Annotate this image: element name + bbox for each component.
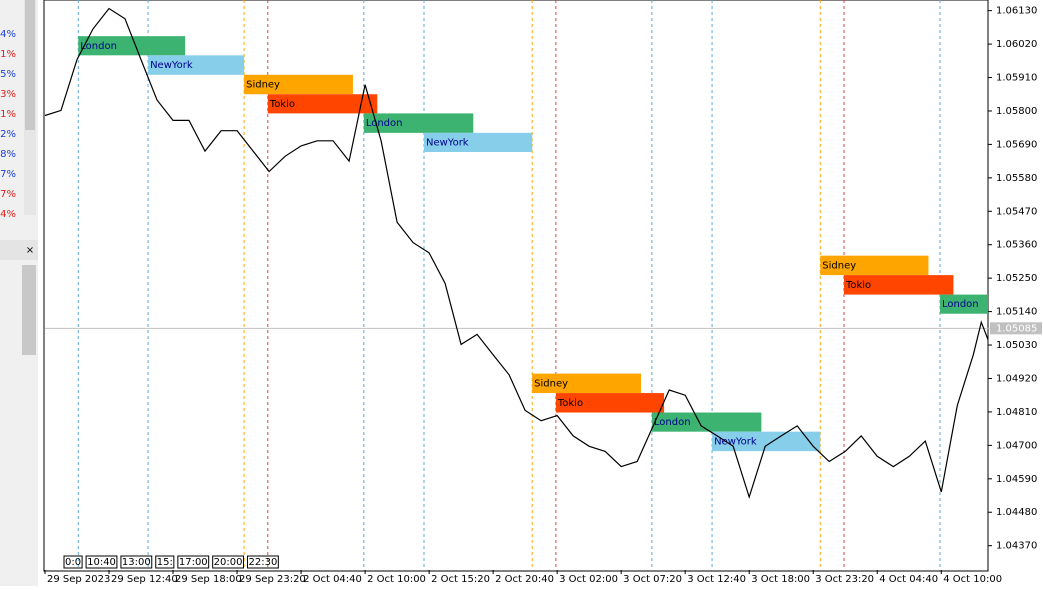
time-marker: 10:40 [87,557,116,568]
y-tick-label: 1.05690 [996,139,1037,150]
session-label: NewYork [150,60,193,71]
session-label: Sidney [246,80,280,91]
session-label: London [654,417,691,428]
session-box [363,113,474,133]
x-tick-label: 3 Oct 18:00 [751,574,810,585]
change-percent: 1% [0,109,16,120]
x-tick-label: 3 Oct 12:40 [687,574,746,585]
session-label: Sidney [822,260,856,271]
session-label: Sidney [534,378,568,389]
current-price-box [990,322,1042,335]
session-box [843,275,954,295]
session-label: NewYork [426,137,469,148]
scroll-thumb[interactable] [25,0,35,130]
x-tick-label: 2 Oct 10:00 [367,574,426,585]
change-percent: 8% [0,149,16,160]
change-percent: 4% [0,29,16,40]
x-tick-label: 2 Oct 15:20 [431,574,490,585]
change-percent: 7% [0,169,16,180]
session-label: London [80,41,117,52]
x-tick-label: 2 Oct 20:40 [495,574,554,585]
session-label: Tokio [557,398,583,409]
time-marker: 13:00 [122,557,151,568]
y-tick-label: 1.05580 [996,173,1037,184]
x-tick-label: 29 Sep 12:40 [111,574,178,585]
time-marker-box [177,555,210,569]
session-box [78,36,186,56]
session-box [148,55,245,75]
price-line [44,7,989,499]
x-tick-label: 3 Oct 07:20 [623,574,682,585]
session-label: Tokio [269,99,295,110]
time-marker-box [155,555,175,569]
y-tick-label: 1.04590 [996,474,1037,485]
session-box [244,74,353,95]
time-marker: 15: [157,557,173,568]
session-box [267,94,378,114]
session-box [651,412,762,432]
change-percent: 1% [0,49,16,60]
change-percent: 5% [0,69,16,80]
y-tick-label: 1.06020 [996,39,1037,50]
y-tick-label: 1.05470 [996,206,1037,217]
y-tick-label: 1.04810 [996,407,1037,418]
x-tick-label: 4 Oct 04:40 [879,574,938,585]
x-tick-label: 2 Oct 04:40 [303,574,362,585]
session-label: London [366,118,403,129]
y-tick-label: 1.04480 [996,507,1037,518]
change-percent: 3% [0,89,16,100]
change-percent: 2% [0,129,16,140]
y-tick-label: 1.06130 [996,6,1037,17]
time-marker-box [120,555,153,569]
session-box [555,393,665,413]
scroll-thumb[interactable] [22,265,36,355]
x-tick-label: 3 Oct 23:20 [815,574,874,585]
session-box [820,255,929,276]
time-marker: 17:00 [179,557,208,568]
time-marker-box [63,555,83,569]
plot-area [43,0,989,572]
session-box [939,294,988,314]
session-label: Tokio [845,280,871,291]
time-marker-box [212,555,244,569]
change-percent: 4% [0,209,16,220]
current-price-label: 1.05085 [996,323,1037,334]
y-tick-label: 1.05140 [996,307,1037,318]
time-marker-box [247,555,279,569]
y-tick-label: 1.04700 [996,440,1037,451]
x-tick-label: 29 Sep 23:20 [239,574,306,585]
y-tick-label: 1.05910 [996,73,1037,84]
x-tick-label: 29 Sep 2023 [47,574,110,585]
y-tick-label: 1.05030 [996,340,1037,351]
time-marker: 0:0 [65,557,81,568]
session-label: London [942,299,979,310]
change-percent: 7% [0,189,16,200]
session-label: NewYork [714,436,757,447]
y-tick-label: 1.05800 [996,106,1037,117]
y-tick-label: 1.05360 [996,240,1037,251]
y-tick-label: 1.04920 [996,373,1037,384]
y-tick-label: 1.04370 [996,541,1037,552]
close-button[interactable]: × [26,245,34,256]
time-marker: 22:30 [249,557,278,568]
time-marker-box [85,555,118,569]
session-box [423,132,533,152]
time-marker: 20:00 [214,557,243,568]
y-tick-label: 1.05250 [996,273,1037,284]
panel-header [0,240,38,260]
x-tick-label: 29 Sep 18:00 [175,574,242,585]
x-tick-label: 3 Oct 02:00 [559,574,618,585]
session-box [532,373,642,394]
x-tick-label: 4 Oct 10:00 [943,574,1002,585]
session-box [712,431,821,452]
